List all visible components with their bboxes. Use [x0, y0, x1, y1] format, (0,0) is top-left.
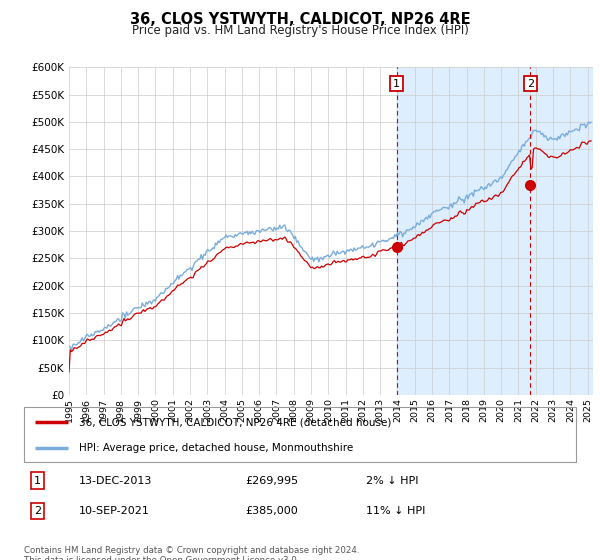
Text: 1: 1 [34, 475, 41, 486]
Text: 1: 1 [393, 78, 400, 88]
Text: 2: 2 [34, 506, 41, 516]
Text: Contains HM Land Registry data © Crown copyright and database right 2024.
This d: Contains HM Land Registry data © Crown c… [24, 546, 359, 560]
Bar [397, 67, 600, 395]
Text: 2: 2 [527, 78, 534, 88]
Text: 13-DEC-2013: 13-DEC-2013 [79, 475, 152, 486]
Text: 36, CLOS YSTWYTH, CALDICOT, NP26 4RE: 36, CLOS YSTWYTH, CALDICOT, NP26 4RE [130, 12, 470, 27]
Text: Price paid vs. HM Land Registry's House Price Index (HPI): Price paid vs. HM Land Registry's House … [131, 24, 469, 37]
Text: £385,000: £385,000 [245, 506, 298, 516]
Text: 11% ↓ HPI: 11% ↓ HPI [366, 506, 425, 516]
Text: £269,995: £269,995 [245, 475, 298, 486]
Text: 10-SEP-2021: 10-SEP-2021 [79, 506, 150, 516]
Text: 36, CLOS YSTWYTH, CALDICOT, NP26 4RE (detached house): 36, CLOS YSTWYTH, CALDICOT, NP26 4RE (de… [79, 418, 392, 427]
Text: HPI: Average price, detached house, Monmouthshire: HPI: Average price, detached house, Monm… [79, 444, 353, 453]
Text: 2% ↓ HPI: 2% ↓ HPI [366, 475, 419, 486]
